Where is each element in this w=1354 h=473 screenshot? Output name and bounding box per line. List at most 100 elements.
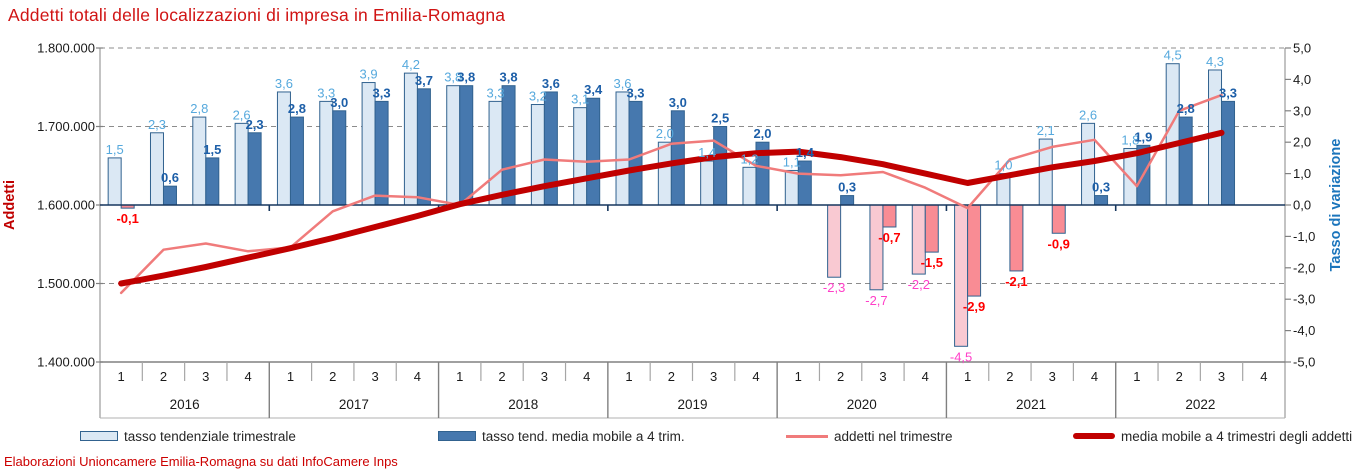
quarter-label: 4 [414, 369, 421, 384]
legend-item-thin-line: addetti nel trimestre [786, 426, 953, 446]
quarter-label: 3 [371, 369, 378, 384]
right-axis-tick-label: -2,0 [1293, 260, 1315, 275]
bar-light [488, 100, 503, 206]
bar-dark [1094, 195, 1109, 206]
bar-dark [924, 204, 939, 253]
legend-label: tasso tendenziale trimestrale [124, 428, 296, 444]
light-bar-swatch [80, 431, 118, 441]
quarter-label: 2 [1176, 369, 1183, 384]
legend-item-light-bar: tasso tendenziale trimestrale [80, 426, 296, 446]
bar-dark [1009, 204, 1024, 272]
dark-bar-value-label: 0,3 [838, 180, 856, 195]
light-bar-value-label: 2,6 [1079, 107, 1097, 122]
dark-bar-swatch [438, 431, 476, 441]
left-axis-tick-label: 1.700.000 [37, 119, 95, 134]
light-bar-value-label: 1,8 [1121, 132, 1139, 147]
light-bar-value-label: 3,6 [275, 76, 293, 91]
thin-line-swatch [786, 434, 828, 438]
left-axis-tick-label: 1.600.000 [37, 198, 95, 213]
light-bar-value-label: 3,6 [613, 76, 631, 91]
year-label: 2018 [508, 397, 538, 412]
bar-dark [1051, 204, 1066, 234]
quarter-label: 4 [752, 369, 759, 384]
page-title: Addetti totali delle localizzazioni di i… [8, 5, 506, 25]
dark-bar-value-label: 3,6 [542, 76, 560, 91]
right-axis-tick-label: 5,0 [1293, 41, 1311, 56]
quarter-label: 1 [625, 369, 632, 384]
right-axis-tick-label: -1,0 [1293, 229, 1315, 244]
bar-dark [459, 85, 474, 206]
dark-bar-value-label: -0,9 [1048, 236, 1070, 251]
dark-bar-value-label: 2,3 [246, 117, 264, 132]
quarter-label: 3 [879, 369, 886, 384]
light-bar-value-label: 2,8 [190, 101, 208, 116]
light-bar-value-label: -4,5 [950, 349, 972, 364]
left-axis-tick-label: 1.500.000 [37, 276, 95, 291]
bar-light [954, 204, 969, 347]
bar-dark [162, 185, 177, 206]
dark-bar-value-label: -1,5 [921, 255, 943, 270]
dark-bar-value-label: 3,3 [626, 85, 644, 100]
bar-light [573, 107, 588, 206]
year-label: 2022 [1185, 397, 1215, 412]
light-bar-value-label: 2,1 [1037, 123, 1055, 138]
light-bar-value-label: 3,3 [487, 85, 505, 100]
source-note: Elaborazioni Unioncamere Emilia-Romagna … [4, 454, 398, 469]
bar-light [361, 82, 376, 206]
dark-bar-value-label: 3,8 [457, 70, 475, 85]
dark-bar-value-label: -2,1 [1005, 274, 1027, 289]
light-bar-value-label: 3,2 [529, 89, 547, 104]
light-bar-value-label: 1,1 [783, 154, 801, 169]
right-axis-tick-label: 4,0 [1293, 72, 1311, 87]
quarter-label: 2 [329, 369, 336, 384]
dark-bar-value-label: 1,4 [796, 145, 815, 160]
light-bar-value-label: 3,8 [444, 70, 462, 85]
quarter-label: 2 [837, 369, 844, 384]
light-bar-value-label: 3,9 [360, 67, 378, 82]
light-bar-value-label: 1,5 [106, 142, 124, 157]
dark-bar-value-label: 1,5 [203, 142, 221, 157]
dark-bar-value-label: 1,9 [1134, 129, 1152, 144]
dark-bar-value-label: 3,0 [330, 95, 348, 110]
light-bar-value-label: 2,3 [148, 117, 166, 132]
bar-light [446, 85, 461, 206]
bar-dark [1178, 116, 1193, 206]
quarter-label: 3 [1218, 369, 1225, 384]
bar-dark [967, 204, 982, 297]
dark-bar-value-label: 2,0 [753, 126, 771, 141]
dark-bar-value-label: 3,3 [373, 85, 391, 100]
right-axis-tick-label: 0,0 [1293, 198, 1311, 213]
year-label: 2020 [847, 397, 877, 412]
year-label: 2016 [170, 397, 200, 412]
quarter-label: 4 [1260, 369, 1267, 384]
dark-bar-value-label: 2,8 [1177, 101, 1195, 116]
bar-dark [501, 85, 516, 206]
bar-light [107, 157, 122, 206]
dark-bar-value-label: -2,9 [963, 299, 985, 314]
dark-bar-value-label: 3,7 [415, 73, 433, 88]
dark-bar-value-label: 3,8 [500, 70, 518, 85]
light-bar-value-label: 1,2 [740, 151, 758, 166]
dark-bar-value-label: 3,0 [669, 95, 687, 110]
light-bar-value-label: 4,3 [1206, 54, 1224, 69]
bar-dark [586, 97, 601, 206]
bar-light [1165, 63, 1180, 206]
bar-dark [713, 126, 728, 206]
bar-light [615, 91, 630, 206]
light-bar-value-label: 3,1 [571, 92, 589, 107]
legend-label: media mobile a 4 trimestri degli addetti [1121, 428, 1353, 444]
bar-dark [289, 116, 304, 206]
dark-bar-value-label: 2,5 [711, 111, 729, 126]
light-bar-value-label: 3,3 [317, 85, 335, 100]
quarter-label: 4 [1091, 369, 1098, 384]
quarter-label: 3 [710, 369, 717, 384]
dark-bar-value-label: 2,8 [288, 101, 306, 116]
quarter-label: 4 [245, 369, 252, 384]
dark-bar-value-label: -0,1 [116, 211, 138, 226]
light-bar-value-label: 2,0 [656, 126, 674, 141]
quarter-label: 2 [160, 369, 167, 384]
year-label: 2019 [677, 397, 707, 412]
light-bar-value-label: -2,3 [823, 280, 845, 295]
dark-bar-value-label: -0,7 [878, 230, 900, 245]
